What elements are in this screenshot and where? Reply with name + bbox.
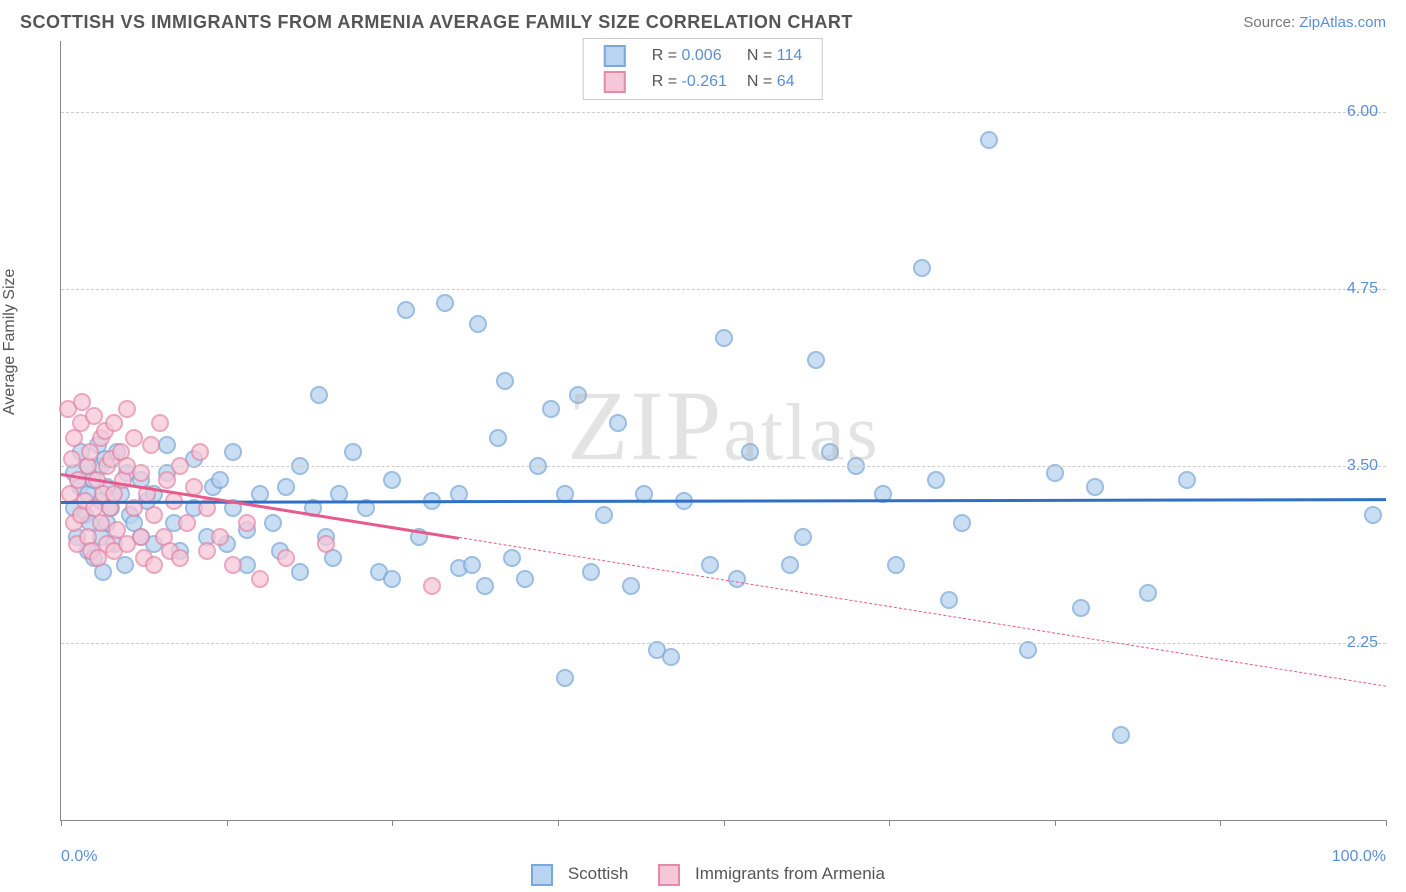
legend-stats-row: R = -0.261N = 64 <box>594 69 812 95</box>
scatter-point <box>397 301 415 319</box>
scatter-point <box>701 556 719 574</box>
scatter-point <box>794 528 812 546</box>
chart-title: SCOTTISH VS IMMIGRANTS FROM ARMENIA AVER… <box>20 12 853 33</box>
scatter-point <box>927 471 945 489</box>
scatter-point <box>556 669 574 687</box>
scatter-point <box>224 556 242 574</box>
scatter-point <box>622 577 640 595</box>
scatter-point <box>383 570 401 588</box>
scatter-point <box>178 514 196 532</box>
scatter-point <box>251 570 269 588</box>
scatter-point <box>264 514 282 532</box>
scatter-point <box>211 528 229 546</box>
scatter-point <box>662 648 680 666</box>
x-tick <box>889 820 890 826</box>
scatter-point <box>503 549 521 567</box>
gridline <box>61 466 1386 467</box>
scatter-point <box>158 471 176 489</box>
gridline <box>61 289 1386 290</box>
scatter-point <box>317 535 335 553</box>
scatter-point <box>476 577 494 595</box>
scatter-point <box>383 471 401 489</box>
scatter-point <box>953 514 971 532</box>
scatter-point <box>489 429 507 447</box>
legend-stats-row: R = 0.006N = 114 <box>594 43 812 69</box>
y-tick-label: 3.50 <box>1347 457 1378 475</box>
x-tick <box>1220 820 1221 826</box>
scatter-point <box>728 570 746 588</box>
scatter-point <box>1364 506 1382 524</box>
scatter-point <box>1086 478 1104 496</box>
scatter-point <box>423 577 441 595</box>
scatter-point <box>191 443 209 461</box>
scatter-point <box>145 556 163 574</box>
scatter-point <box>145 506 163 524</box>
scatter-point <box>1178 471 1196 489</box>
source: Source: ZipAtlas.com <box>1243 14 1386 31</box>
scatter-point <box>913 259 931 277</box>
scatter-point <box>118 400 136 418</box>
gridline <box>61 643 1386 644</box>
scatter-point <box>436 294 454 312</box>
scatter-point <box>463 556 481 574</box>
scatter-point <box>132 528 150 546</box>
scatter-point <box>105 414 123 432</box>
scatter-point <box>940 591 958 609</box>
x-tick <box>558 820 559 826</box>
legend-series: Scottish Immigrants from Armenia <box>0 864 1406 886</box>
legend-stats: R = 0.006N = 114R = -0.261N = 64 <box>583 38 823 100</box>
scatter-point <box>211 471 229 489</box>
scatter-point <box>741 443 759 461</box>
source-link[interactable]: ZipAtlas.com <box>1299 14 1386 31</box>
scatter-point <box>887 556 905 574</box>
y-tick-label: 6.00 <box>1347 103 1378 121</box>
x-tick <box>724 820 725 826</box>
y-tick-label: 2.25 <box>1347 634 1378 652</box>
scatter-point <box>142 436 160 454</box>
scatter-point <box>344 443 362 461</box>
scatter-point <box>238 514 256 532</box>
scatter-point <box>569 386 587 404</box>
x-tick <box>392 820 393 826</box>
scatter-point <box>151 414 169 432</box>
scatter-point <box>198 542 216 560</box>
chart-area: ZIPatlas 0.0% 100.0% 2.253.504.756.00 <box>60 41 1386 821</box>
legend-item: Scottish <box>521 864 628 883</box>
scatter-point <box>821 443 839 461</box>
gridline <box>61 112 1386 113</box>
scatter-point <box>224 443 242 461</box>
scatter-point <box>277 549 295 567</box>
scatter-point <box>595 506 613 524</box>
scatter-point <box>715 329 733 347</box>
scatter-point <box>1112 726 1130 744</box>
scatter-point <box>1139 584 1157 602</box>
scatter-point <box>310 386 328 404</box>
scatter-point <box>158 436 176 454</box>
x-tick <box>1055 820 1056 826</box>
scatter-point <box>582 563 600 581</box>
scatter-point <box>516 570 534 588</box>
scatter-point <box>1072 599 1090 617</box>
source-prefix: Source: <box>1243 14 1299 31</box>
scatter-point <box>125 429 143 447</box>
scatter-point <box>781 556 799 574</box>
scatter-point <box>469 315 487 333</box>
y-axis-label: Average Family Size <box>1 269 19 415</box>
scatter-point <box>807 351 825 369</box>
scatter-point <box>609 414 627 432</box>
scatter-point <box>542 400 560 418</box>
x-tick <box>1386 820 1387 826</box>
x-tick <box>61 820 62 826</box>
scatter-point <box>496 372 514 390</box>
scatter-point <box>277 478 295 496</box>
scatter-point <box>980 131 998 149</box>
scatter-point <box>171 549 189 567</box>
legend-item: Immigrants from Armenia <box>648 864 885 883</box>
y-tick-label: 4.75 <box>1347 280 1378 298</box>
scatter-point <box>291 563 309 581</box>
trend-extrapolation <box>458 537 1386 687</box>
x-tick <box>227 820 228 826</box>
